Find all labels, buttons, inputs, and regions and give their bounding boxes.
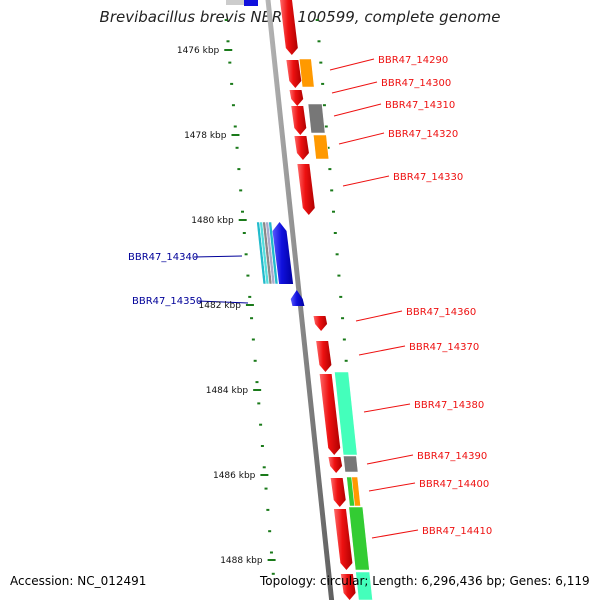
gene-label[interactable]: BBR47_14350 — [132, 296, 202, 307]
gene-label[interactable]: BBR47_14290 — [378, 55, 448, 66]
gene-arrow-forward[interactable] — [291, 106, 307, 135]
gene-labels: BBR47_14290 BBR47_14300 BBR47_14310 BBR47_1… — [128, 55, 492, 537]
feature-bar-teal[interactable] — [334, 371, 358, 456]
kbp-label: 1480 kbp — [191, 216, 234, 226]
scale-ticks-left — [224, 19, 276, 575]
accession-text: Accession: NC_012491 — [10, 574, 147, 588]
leader-line — [363, 403, 411, 413]
genome-summary-text: Topology: circular; Length: 6,296,436 bp… — [260, 574, 590, 588]
leader-line — [368, 482, 416, 492]
feature-bar-cyan[interactable] — [268, 221, 279, 285]
gene-arrow-forward[interactable] — [286, 60, 302, 88]
leader-line — [355, 310, 403, 322]
feature-bar-orange[interactable] — [312, 134, 330, 160]
gene-arrow-forward[interactable] — [340, 574, 356, 600]
gene-label[interactable]: BBR47_14400 — [419, 479, 489, 490]
kbp-label: 1482 kbp — [199, 301, 242, 311]
gene-label[interactable]: BBR47_14390 — [417, 451, 487, 462]
kbp-label: 1486 kbp — [213, 471, 256, 481]
kbp-label: 1484 kbp — [206, 386, 249, 396]
gene-label[interactable]: BBR47_14300 — [381, 78, 451, 89]
feature-bar-green[interactable] — [348, 506, 370, 571]
gene-arrow-forward[interactable] — [313, 316, 328, 331]
gene-label[interactable]: BBR47_14340 — [128, 252, 198, 263]
kbp-label: 1476 kbp — [177, 46, 220, 56]
gene-label[interactable]: BBR47_14380 — [414, 400, 484, 411]
gene-arrow-forward[interactable] — [289, 90, 304, 106]
genome-title: Brevibacillus brevis NBRC 100599, comple… — [99, 8, 501, 26]
gene-arrow-forward[interactable] — [316, 341, 332, 372]
leader-line — [342, 175, 390, 187]
gene-arrow-forward[interactable] — [297, 164, 315, 215]
kbp-label: 1478 kbp — [184, 131, 227, 141]
leader-line — [358, 345, 406, 356]
leader-line — [193, 255, 243, 258]
leader-line — [333, 103, 382, 117]
leader-line — [197, 300, 249, 304]
gene-arrow-reverse[interactable] — [290, 290, 305, 306]
leader-line — [331, 81, 378, 94]
gene-label[interactable]: BBR47_14370 — [409, 342, 479, 353]
gene-arrow-forward[interactable] — [333, 509, 353, 570]
feature-bar-gray[interactable] — [226, 0, 244, 5]
gene-label[interactable]: BBR47_14320 — [388, 129, 458, 140]
label-leaders — [193, 58, 419, 539]
leader-line — [338, 132, 385, 145]
kbp-label: 1488 kbp — [220, 556, 263, 566]
gene-arrow-reverse[interactable] — [244, 0, 258, 6]
leader-line — [366, 454, 414, 465]
leader-line — [329, 58, 375, 71]
feature-track — [226, 0, 373, 600]
feature-bar-orange[interactable] — [351, 476, 361, 507]
gene-track — [244, 0, 356, 600]
gene-label[interactable]: BBR47_14310 — [385, 100, 455, 111]
gene-arrow-forward[interactable] — [319, 374, 341, 455]
gene-arrow-reverse[interactable] — [272, 222, 294, 284]
feature-bar-gray[interactable] — [343, 455, 359, 473]
gene-label[interactable]: BBR47_14360 — [406, 307, 476, 318]
feature-bar-orange[interactable] — [298, 58, 315, 88]
gene-arrow-forward[interactable] — [294, 136, 309, 160]
gene-arrow-forward[interactable] — [280, 0, 298, 55]
gene-arrow-forward[interactable] — [328, 457, 343, 473]
gene-label[interactable]: BBR47_14410 — [422, 526, 492, 537]
feature-bar-teal[interactable] — [355, 571, 373, 600]
gene-arrow-forward[interactable] — [330, 478, 346, 507]
feature-bar-gray[interactable] — [307, 103, 326, 134]
leader-line — [371, 529, 419, 539]
kbp-labels: 1476 kbp 1478 kbp 1480 kbp 1482 kbp 1484 kbp… — [177, 46, 263, 566]
gene-label[interactable]: BBR47_14330 — [393, 172, 463, 183]
